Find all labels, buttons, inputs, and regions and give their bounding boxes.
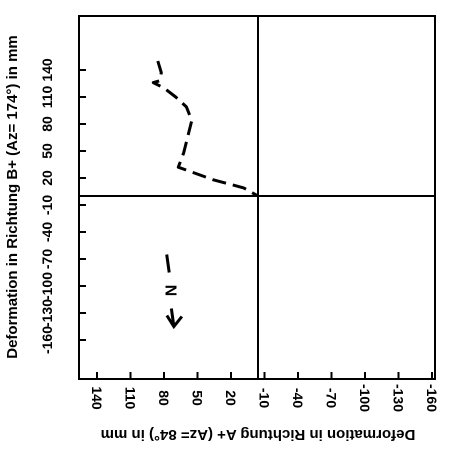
y-ticks: 140 110 80 50 20 -10 -40 -70 -100-130-160 xyxy=(39,58,86,354)
y-tick-label: 80 xyxy=(39,116,55,132)
x-axis-label: Deformation in Richtung A+ (Az= 84°) in … xyxy=(101,426,416,443)
y-tick-label: 140 xyxy=(39,58,55,82)
x-tick-label: 50 xyxy=(190,390,206,406)
north-arrow: N xyxy=(163,254,184,330)
y-tick-label: 110 xyxy=(39,85,55,108)
x-tick-label: 80 xyxy=(156,390,172,406)
x-tick-label: -10 xyxy=(257,388,273,408)
x-tick-label: -70 xyxy=(324,388,340,408)
series-line xyxy=(151,60,259,198)
y-tick-label: -40 xyxy=(39,222,55,242)
x-ticks: -160 -130 -100 -70 -40 -10 20 50 80 110 140 xyxy=(89,372,440,412)
x-tick-label: -160 xyxy=(424,384,440,412)
y-tick-label: -100 xyxy=(39,272,55,300)
y-tick-label: 50 xyxy=(39,143,55,159)
north-arrow-label: N xyxy=(163,285,180,297)
y-axis-label: Deformation in Richtung B+ (Az= 174°) in… xyxy=(4,35,21,359)
x-tick-label: -40 xyxy=(290,388,306,408)
y-tick-label: -10 xyxy=(39,195,55,215)
north-arrow-shaft-top xyxy=(165,254,171,273)
y-tick-label: -130 xyxy=(39,299,55,327)
x-tick-label: 110 xyxy=(123,387,139,410)
x-tick-label: -130 xyxy=(391,384,407,412)
north-arrow-head xyxy=(165,314,184,330)
y-tick-label: -160 xyxy=(39,326,55,354)
x-tick-label: -100 xyxy=(357,384,373,412)
y-tick-label: 20 xyxy=(39,170,55,186)
x-tick-label: 140 xyxy=(89,386,105,410)
y-tick-label: -70 xyxy=(39,249,55,269)
x-tick-label: 20 xyxy=(223,390,239,406)
